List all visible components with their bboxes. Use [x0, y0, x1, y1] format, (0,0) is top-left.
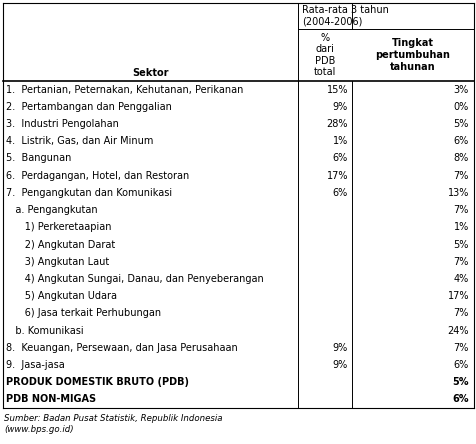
Text: Sumber: Badan Pusat Statistik, Republik Indonesia: Sumber: Badan Pusat Statistik, Republik …	[4, 414, 222, 423]
Text: 24%: 24%	[446, 325, 468, 336]
Text: 1%: 1%	[453, 222, 468, 232]
Text: b. Komunikasi: b. Komunikasi	[6, 325, 83, 336]
Text: 5%: 5%	[453, 239, 468, 250]
Text: 3.  Industri Pengolahan: 3. Industri Pengolahan	[6, 119, 119, 129]
Text: 9.  Jasa-jasa: 9. Jasa-jasa	[6, 360, 65, 370]
Text: 6%: 6%	[453, 360, 468, 370]
Text: (www.bps.go.id): (www.bps.go.id)	[4, 425, 73, 434]
Text: 13%: 13%	[446, 188, 468, 198]
Text: 7%: 7%	[453, 343, 468, 353]
Text: 8%: 8%	[453, 154, 468, 163]
Text: a. Pengangkutan: a. Pengangkutan	[6, 205, 98, 215]
Text: Rata-rata 3 tahun
(2004-2006): Rata-rata 3 tahun (2004-2006)	[301, 5, 388, 27]
Text: 6%: 6%	[332, 188, 347, 198]
Text: 0%: 0%	[453, 102, 468, 112]
Text: 17%: 17%	[446, 291, 468, 301]
Text: 6%: 6%	[453, 136, 468, 146]
Text: 6%: 6%	[452, 394, 468, 404]
Text: 6.  Perdagangan, Hotel, dan Restoran: 6. Perdagangan, Hotel, dan Restoran	[6, 170, 189, 181]
Text: 9%: 9%	[332, 360, 347, 370]
Text: Sektor: Sektor	[132, 68, 169, 78]
Text: 28%: 28%	[326, 119, 347, 129]
Text: 1%: 1%	[332, 136, 347, 146]
Text: 5.  Bangunan: 5. Bangunan	[6, 154, 71, 163]
Text: 6%: 6%	[332, 154, 347, 163]
Text: 3) Angkutan Laut: 3) Angkutan Laut	[6, 257, 109, 267]
Text: 17%: 17%	[326, 170, 347, 181]
Text: 7%: 7%	[453, 308, 468, 318]
Text: 5%: 5%	[453, 119, 468, 129]
Text: PDB NON-MIGAS: PDB NON-MIGAS	[6, 394, 96, 404]
Text: 5) Angkutan Udara: 5) Angkutan Udara	[6, 291, 117, 301]
Text: 7%: 7%	[453, 170, 468, 181]
Text: %
dari
PDB
total: % dari PDB total	[313, 32, 336, 77]
Text: 1.  Pertanian, Peternakan, Kehutanan, Perikanan: 1. Pertanian, Peternakan, Kehutanan, Per…	[6, 85, 243, 95]
Text: PRODUK DOMESTIK BRUTO (PDB): PRODUK DOMESTIK BRUTO (PDB)	[6, 377, 188, 387]
Text: 7%: 7%	[453, 257, 468, 267]
Text: 15%: 15%	[326, 85, 347, 95]
Text: 3%: 3%	[453, 85, 468, 95]
Text: 9%: 9%	[332, 102, 347, 112]
Text: 2) Angkutan Darat: 2) Angkutan Darat	[6, 239, 115, 250]
Text: 4%: 4%	[453, 274, 468, 284]
Text: 4) Angkutan Sungai, Danau, dan Penyeberangan: 4) Angkutan Sungai, Danau, dan Penyebera…	[6, 274, 263, 284]
Text: 2.  Pertambangan dan Penggalian: 2. Pertambangan dan Penggalian	[6, 102, 171, 112]
Text: 6) Jasa terkait Perhubungan: 6) Jasa terkait Perhubungan	[6, 308, 161, 318]
Text: 8.  Keuangan, Persewaan, dan Jasa Perusahaan: 8. Keuangan, Persewaan, dan Jasa Perusah…	[6, 343, 237, 353]
Text: 7.  Pengangkutan dan Komunikasi: 7. Pengangkutan dan Komunikasi	[6, 188, 172, 198]
Text: 4.  Listrik, Gas, dan Air Minum: 4. Listrik, Gas, dan Air Minum	[6, 136, 153, 146]
Text: 7%: 7%	[453, 205, 468, 215]
Text: Tingkat
pertumbuhan
tahunan: Tingkat pertumbuhan tahunan	[375, 38, 449, 71]
Text: 1) Perkeretaapian: 1) Perkeretaapian	[6, 222, 111, 232]
Text: 9%: 9%	[332, 343, 347, 353]
Text: 5%: 5%	[452, 377, 468, 387]
